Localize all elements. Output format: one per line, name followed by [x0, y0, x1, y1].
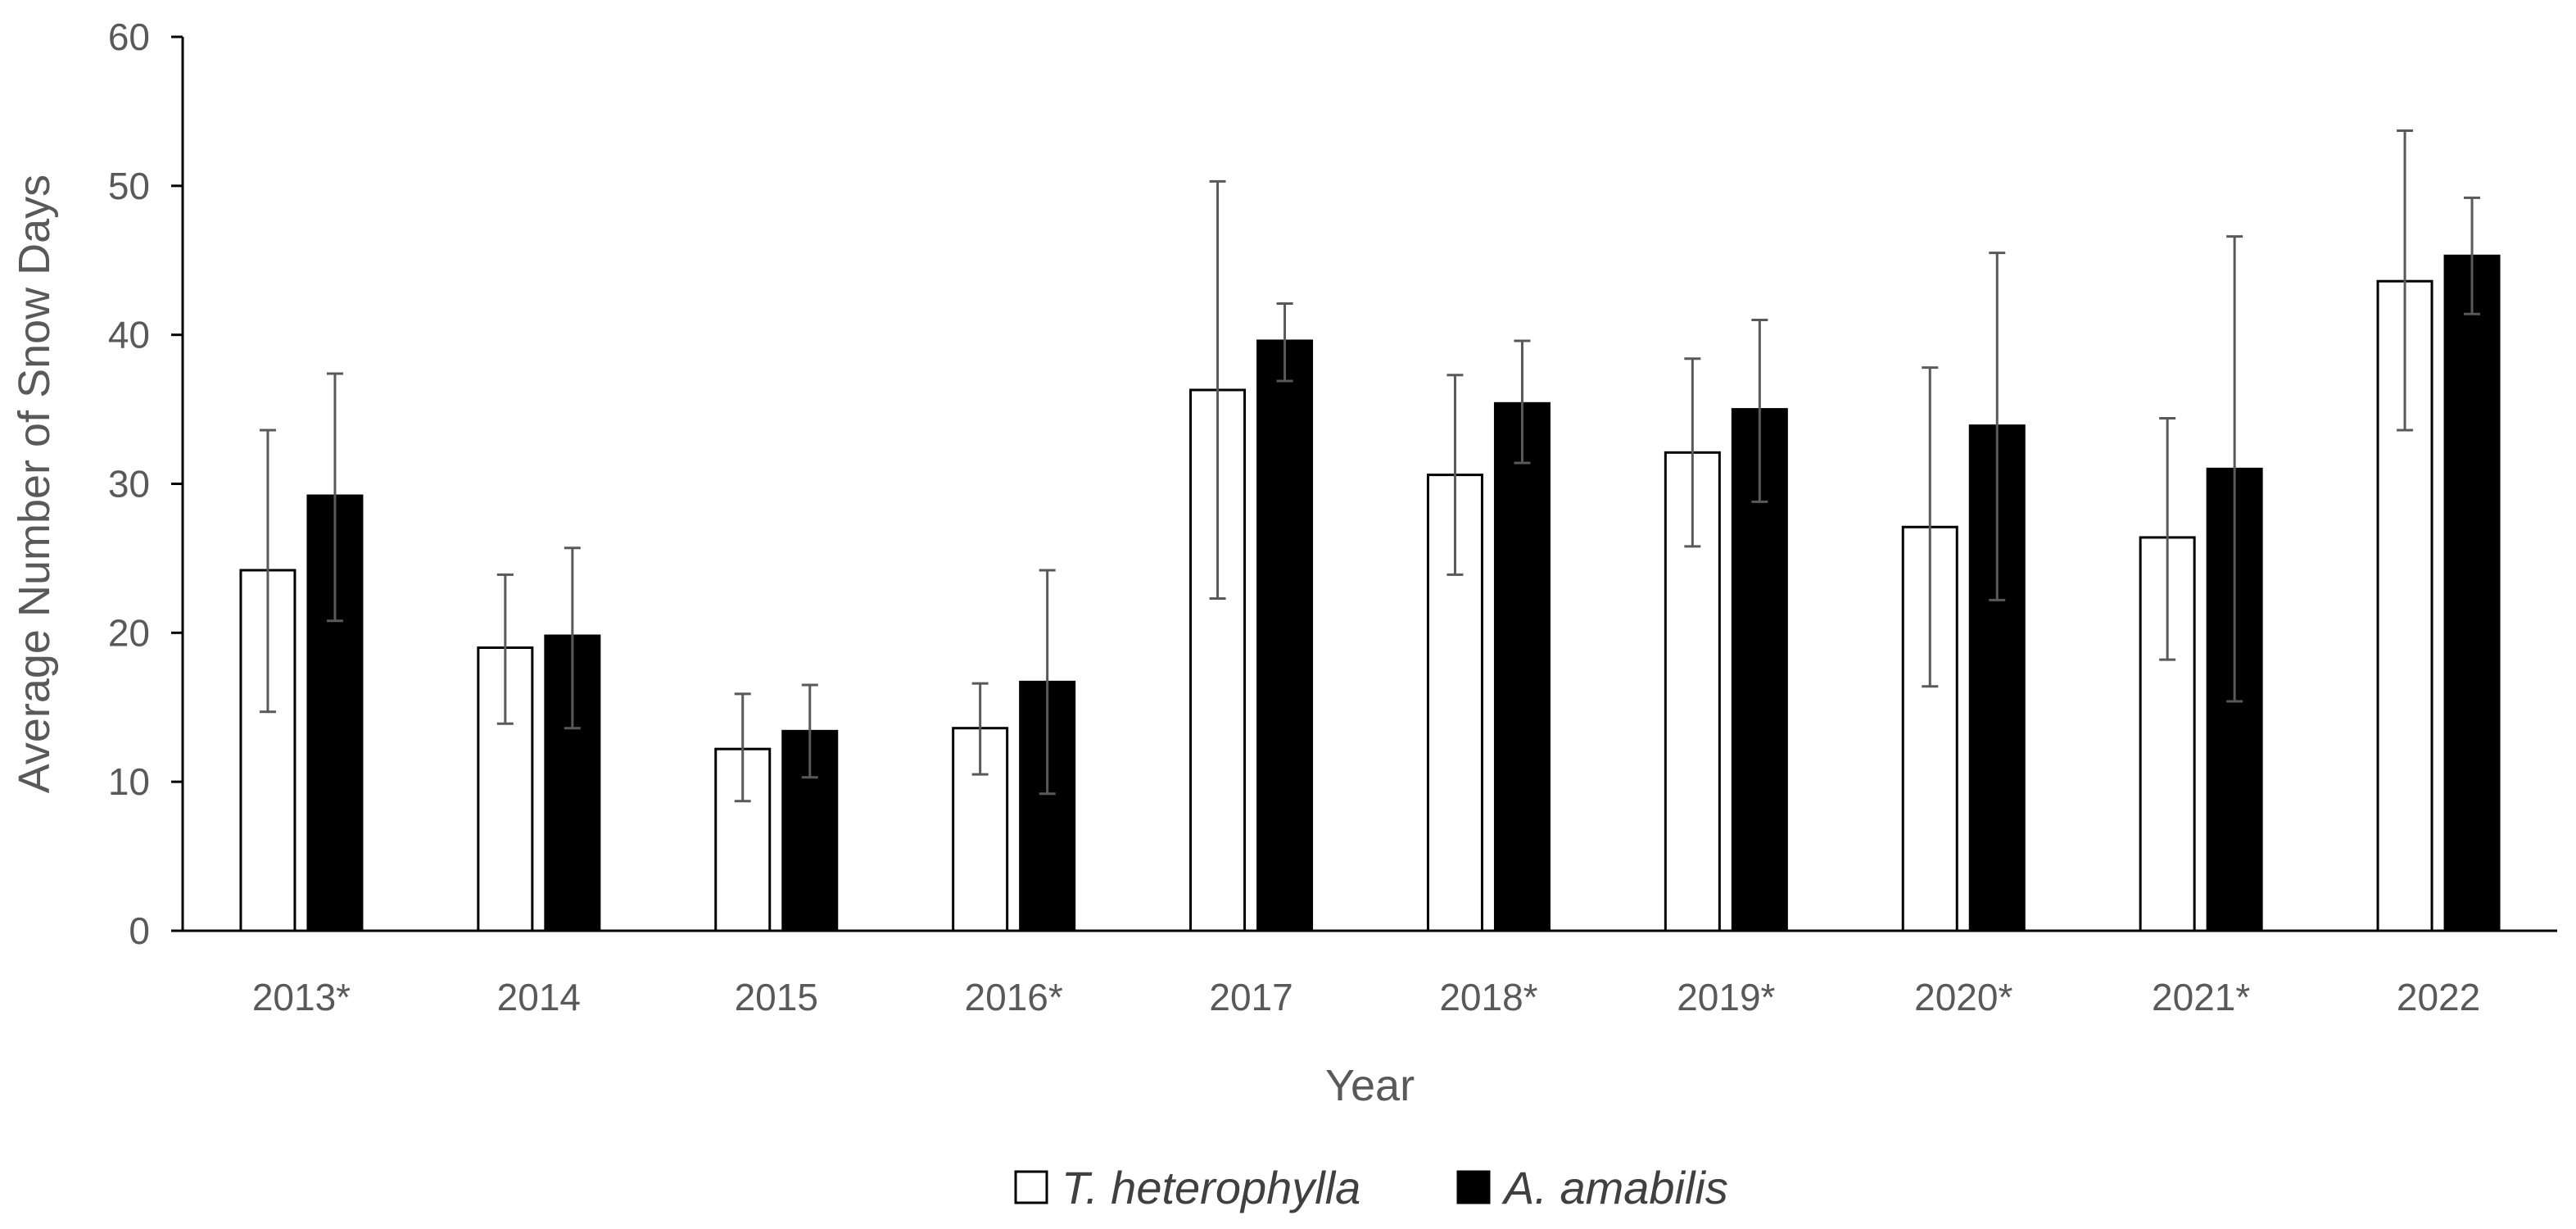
x-tick-label: 2016*: [965, 976, 1063, 1018]
y-tick-label: 10: [108, 760, 150, 803]
bar-a-amabilis: [1493, 401, 1551, 932]
x-tick-label: 2020*: [1914, 976, 2012, 1018]
x-tick-label: 2021*: [2152, 976, 2250, 1018]
y-tick-label: 50: [108, 165, 150, 207]
y-tick-label: 20: [108, 611, 150, 654]
x-tick-label: 2019*: [1677, 976, 1775, 1018]
legend-label-a-amabilis: A. amabilis: [1501, 1162, 1728, 1213]
y-axis-ticks: 0 10 20 30 40 50 60: [108, 16, 183, 952]
x-tick-label: 2015: [735, 976, 818, 1018]
x-tick-label: 2014: [497, 976, 581, 1018]
bar-a-amabilis: [1256, 339, 1314, 932]
legend-swatch-a-amabilis: [1456, 1170, 1491, 1204]
x-tick-label: 2013*: [252, 976, 351, 1018]
x-tick-label: 2022: [2397, 976, 2480, 1018]
x-tick-label: 2017: [1209, 976, 1293, 1018]
error-bars-group: [259, 129, 2481, 803]
legend: T. heterophylla A. amabilis: [1014, 1162, 1728, 1213]
bar-a-amabilis: [1019, 680, 1076, 932]
y-tick-label: 30: [108, 463, 150, 506]
x-tick-label: 2018*: [1439, 976, 1537, 1018]
y-tick-label: 0: [129, 909, 150, 952]
legend-label-t-heterophylla: T. heterophylla: [1062, 1162, 1360, 1213]
bar-a-amabilis: [2443, 254, 2501, 932]
y-tick-label: 40: [108, 314, 150, 356]
bar-t-heterophylla: [952, 727, 1009, 932]
x-axis-ticks: 2013* 2014 2015 2016* 2017 2018* 2019* 2020* 202…: [252, 976, 2480, 1018]
x-axis-title: Year: [1325, 1061, 1415, 1110]
bar-series-group: [239, 254, 2501, 932]
legend-swatch-t-heterophylla: [1014, 1170, 1048, 1204]
y-axis-title: Average Number of Snow Days: [10, 175, 59, 793]
y-tick-label: 60: [108, 16, 150, 58]
